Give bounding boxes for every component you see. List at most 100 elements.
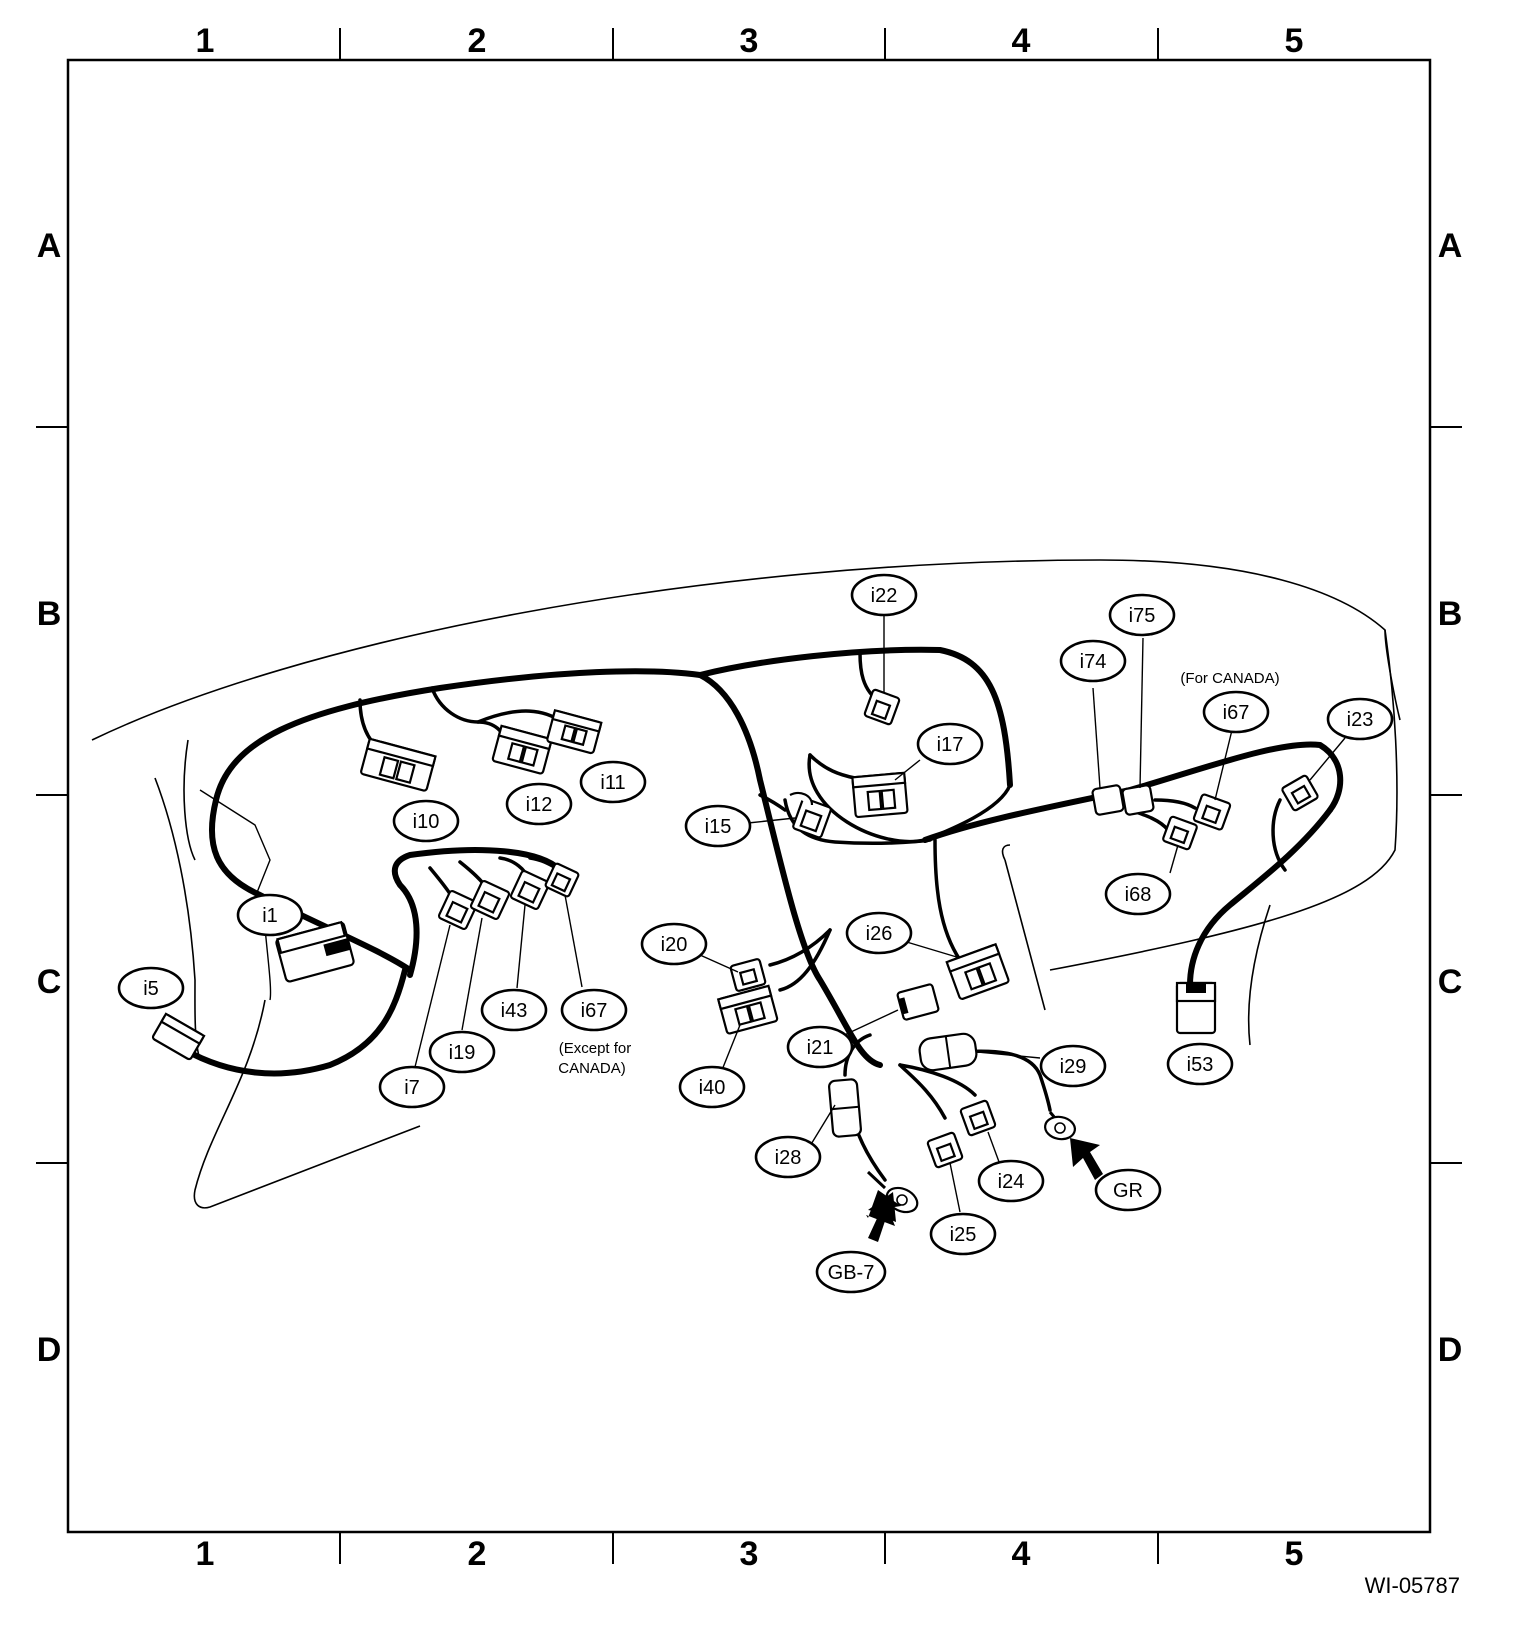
grid-row-c-right: C bbox=[1438, 963, 1463, 1001]
grid-row-d-right: D bbox=[1438, 1331, 1463, 1369]
grid-col-4-bottom: 4 bbox=[1012, 1535, 1031, 1573]
label-i75-text: i75 bbox=[1129, 605, 1156, 627]
label-i40-text: i40 bbox=[699, 1077, 726, 1099]
label-i10: i10 bbox=[392, 799, 460, 843]
arrow-gr-shape bbox=[1070, 1138, 1103, 1180]
grid-col-5-bottom: 5 bbox=[1285, 1535, 1304, 1573]
connector-i67-right bbox=[1192, 793, 1232, 831]
grid-col-3-top: 3 bbox=[740, 22, 759, 60]
panel-outline bbox=[91, 559, 1401, 1209]
connector-i23 bbox=[1281, 774, 1319, 812]
leader-lines bbox=[199, 615, 1346, 1213]
label-i23: i23 bbox=[1326, 697, 1394, 741]
label-i1-text: i1 bbox=[262, 905, 278, 927]
label-i12-text: i12 bbox=[526, 794, 553, 816]
label-i67-left-text: i67 bbox=[581, 1000, 608, 1022]
label-i11-text: i11 bbox=[600, 772, 625, 794]
label-i20-text: i20 bbox=[661, 934, 688, 956]
grid-row-c-left: C bbox=[37, 963, 62, 1001]
label-i53-text: i53 bbox=[1187, 1054, 1214, 1076]
connector-i10 bbox=[360, 737, 437, 792]
main-harness bbox=[182, 646, 1344, 1077]
label-i67-right-text: i67 bbox=[1223, 702, 1250, 724]
label-i5-text: i5 bbox=[143, 978, 159, 1000]
label-i10-text: i10 bbox=[413, 811, 440, 833]
label-i21: i21 bbox=[786, 1025, 854, 1069]
label-i24-text: i24 bbox=[998, 1171, 1025, 1193]
label-gb7-text: GB-7 bbox=[828, 1262, 875, 1284]
connector-i1 bbox=[275, 920, 355, 983]
label-i26: i26 bbox=[845, 911, 913, 955]
grid-ticks bbox=[36, 28, 1462, 1564]
note-for-canada: (For CANADA) bbox=[1180, 670, 1279, 687]
grid-col-2-bottom: 2 bbox=[468, 1535, 487, 1573]
grid-col-5-top: 5 bbox=[1285, 22, 1304, 60]
figure-id: WI-05787 bbox=[1365, 1573, 1460, 1598]
note-except-canada-1: (Except for bbox=[559, 1040, 632, 1057]
connector-i21 bbox=[896, 983, 940, 1021]
label-i25: i25 bbox=[929, 1212, 997, 1256]
label-i29-text: i29 bbox=[1060, 1056, 1087, 1078]
connector-i7 bbox=[437, 889, 479, 931]
label-i1: i1 bbox=[236, 893, 304, 937]
label-i15-text: i15 bbox=[705, 816, 732, 838]
label-i17-text: i17 bbox=[937, 734, 964, 756]
label-i67-left: i67 bbox=[560, 988, 628, 1032]
connector-i5 bbox=[151, 1012, 206, 1061]
label-gb7: GB-7 bbox=[815, 1250, 887, 1294]
label-i53: i53 bbox=[1166, 1042, 1234, 1086]
label-i22-text: i22 bbox=[871, 585, 898, 607]
label-i25-text: i25 bbox=[950, 1224, 977, 1246]
label-i12: i12 bbox=[505, 782, 573, 826]
connector-i75 bbox=[1121, 784, 1155, 816]
connector-i28 bbox=[828, 1078, 862, 1138]
note-except-canada-2: CANADA) bbox=[558, 1060, 626, 1077]
label-i74: i74 bbox=[1059, 639, 1127, 683]
label-i20: i20 bbox=[640, 922, 708, 966]
connector-i26 bbox=[945, 942, 1010, 1000]
label-i28-text: i28 bbox=[775, 1147, 802, 1169]
label-i15: i15 bbox=[684, 804, 752, 848]
label-i19-text: i19 bbox=[449, 1042, 476, 1064]
label-i75: i75 bbox=[1108, 593, 1176, 637]
label-i17: i17 bbox=[916, 722, 984, 766]
grid-row-a-left: A bbox=[37, 227, 62, 265]
connector-i68 bbox=[1162, 815, 1198, 851]
connector-i11 bbox=[546, 708, 603, 755]
connector-i40 bbox=[716, 984, 779, 1035]
label-i29: i29 bbox=[1039, 1044, 1107, 1088]
connector-i12 bbox=[491, 724, 554, 775]
connectors bbox=[151, 688, 1319, 1214]
label-i7: i7 bbox=[378, 1065, 446, 1109]
label-i19: i19 bbox=[428, 1030, 496, 1074]
label-i26-text: i26 bbox=[866, 923, 893, 945]
label-i11: i11 bbox=[579, 760, 647, 804]
label-i40: i40 bbox=[678, 1065, 746, 1109]
label-i68-text: i68 bbox=[1125, 884, 1152, 906]
grid-col-4-top: 4 bbox=[1012, 22, 1031, 60]
connector-i15 bbox=[792, 797, 832, 839]
grid-row-a-right: A bbox=[1438, 227, 1463, 265]
connector-i22 bbox=[863, 688, 901, 726]
label-i28: i28 bbox=[754, 1135, 822, 1179]
connector-i53 bbox=[1175, 981, 1217, 1035]
grid-row-b-right: B bbox=[1438, 595, 1463, 633]
grid-col-3-bottom: 3 bbox=[740, 1535, 759, 1573]
grid-col-1-top: 1 bbox=[196, 22, 215, 60]
label-i7-text: i7 bbox=[404, 1077, 420, 1099]
label-gr-text: GR bbox=[1113, 1180, 1143, 1202]
ground-terminal-gr bbox=[1044, 1111, 1076, 1141]
connector-i74 bbox=[1091, 784, 1125, 816]
connector-i43 bbox=[509, 869, 551, 911]
connector-i19 bbox=[469, 879, 511, 921]
label-i23-text: i23 bbox=[1347, 709, 1374, 731]
connector-i25 bbox=[926, 1131, 964, 1169]
label-i43: i43 bbox=[480, 988, 548, 1032]
grid-row-d-left: D bbox=[37, 1331, 62, 1369]
connector-i29 bbox=[918, 1032, 978, 1072]
label-gr: GR bbox=[1094, 1168, 1162, 1212]
label-i68: i68 bbox=[1104, 872, 1172, 916]
grid-col-1-bottom: 1 bbox=[196, 1535, 215, 1573]
diagram-frame bbox=[66, 58, 1432, 1534]
grid-row-b-left: B bbox=[37, 595, 62, 633]
